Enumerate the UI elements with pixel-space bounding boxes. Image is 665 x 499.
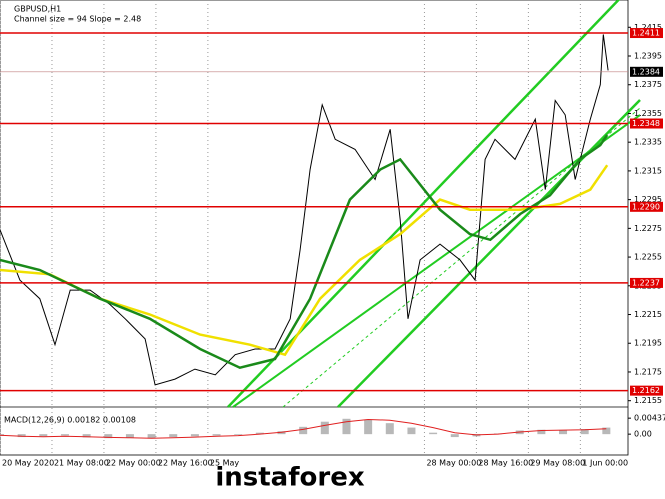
level-label: 1.2348 (632, 119, 660, 128)
x-tick-label: 28 May 16:00 (478, 459, 533, 468)
level-label-box (630, 201, 663, 212)
histogram-bar (299, 426, 308, 435)
histogram-bar (364, 419, 373, 435)
histogram-bar (407, 427, 416, 435)
histogram-bar (125, 434, 134, 438)
y-tick-label: 1.2415 (634, 23, 662, 32)
y-tick-label: 1.2315 (634, 166, 662, 175)
x-tick-label: 1 Jun 00:00 (582, 459, 628, 468)
y-tick-label: 1.2295 (634, 195, 662, 204)
level-label: 1.2237 (632, 278, 660, 287)
chart-title: GBPUSD,H1 (14, 5, 61, 14)
histogram-bar (320, 421, 329, 435)
level-label-box (630, 28, 663, 39)
level-label-box (630, 385, 663, 396)
y-tick-label: 0.00 (634, 430, 652, 439)
channel-line (232, 114, 641, 408)
watermark: instaforex (215, 463, 365, 493)
plot-frame (0, 0, 629, 456)
y-tick-label: 1.2355 (634, 109, 662, 118)
level-label: 1.2290 (632, 202, 660, 211)
level-label-box (630, 118, 663, 129)
histogram-bar (537, 429, 546, 435)
histogram-bar (450, 434, 459, 438)
signal-line (0, 418, 607, 439)
histogram-bar (17, 434, 26, 438)
last-price-box (630, 66, 663, 77)
level-label: 1.2411 (632, 29, 660, 38)
y-tick-label: 1.2215 (634, 310, 662, 319)
histogram-bar (212, 434, 221, 436)
histogram-bar (82, 434, 91, 438)
y-tick-label: 1.2255 (634, 253, 662, 262)
y-tick-label: 1.2155 (634, 396, 662, 405)
histogram-bar (104, 434, 113, 439)
y-tick-label: 1.2375 (634, 80, 662, 89)
y-tick-label: 1.2175 (634, 367, 662, 376)
histogram-bar (255, 432, 264, 435)
moving-average (0, 134, 609, 370)
y-tick-label: 1.2395 (634, 52, 662, 61)
histogram-bar (602, 427, 611, 435)
histogram-bar (190, 434, 199, 437)
x-tick-label: 20 May 2020 (2, 459, 54, 468)
histogram-bar (429, 432, 438, 435)
level-label-box (630, 277, 663, 288)
x-tick-label: 28 May 00:00 (426, 459, 481, 468)
y-tick-label: 0.00437 (634, 414, 665, 423)
histogram-bar (169, 434, 178, 438)
histogram-bar (342, 418, 351, 435)
histogram-bar (234, 434, 243, 435)
y-tick-label: 1.2195 (634, 339, 662, 348)
y-tick-label: 1.2275 (634, 224, 662, 233)
x-tick-label: 22 May 00:00 (106, 459, 161, 468)
x-tick-label: 22 May 16:00 (158, 459, 213, 468)
last-price-label: 1.2384 (632, 67, 660, 76)
chart-subtitle: Channel size = 94 Slope = 2.48 (14, 15, 141, 24)
y-tick-label: 1.2335 (634, 138, 662, 147)
histogram-bar (39, 434, 48, 437)
histogram-bar (147, 434, 156, 439)
x-tick-label: 21 May 08:00 (54, 459, 109, 468)
histogram-bar (60, 434, 69, 436)
level-label: 1.2162 (632, 386, 660, 395)
price-line (0, 34, 609, 386)
x-tick-label: 29 May 08:00 (530, 459, 585, 468)
histogram-bar (385, 423, 394, 435)
macd-title: MACD(12,26,9) 0.00182 0.00108 (4, 416, 136, 425)
histogram-bar (580, 429, 589, 435)
x-tick-label: 25 May (210, 459, 240, 468)
histogram-bar (559, 430, 568, 435)
